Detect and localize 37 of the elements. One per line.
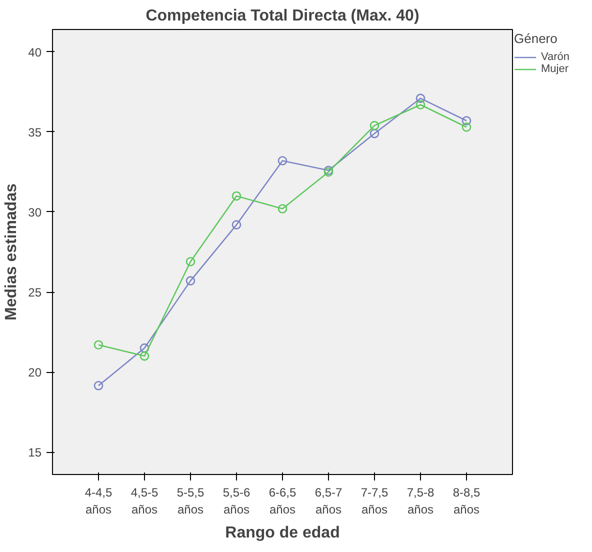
x-tick-label: 5,5-6 años (222, 486, 250, 516)
point (370, 120, 380, 130)
x-tick-label: 4-4,5 años (84, 486, 112, 516)
point (278, 204, 288, 214)
point (416, 100, 426, 110)
legend-label: Mujer (541, 63, 569, 75)
point (94, 381, 104, 390)
y-tick-label: 15 (28, 446, 42, 460)
x-tick-label: 7,5-8 años (406, 486, 434, 516)
x-tick-label: 6,5-7 años (314, 486, 342, 516)
point (278, 156, 288, 166)
y-tick-label: 20 (28, 366, 42, 380)
y-tick-label: 35 (28, 125, 42, 140)
point (232, 191, 242, 201)
x-tick-label: 8-8,5 años (452, 486, 480, 516)
point (462, 122, 472, 132)
point (186, 276, 196, 286)
x-tick-label: 4,5-5 años (130, 486, 158, 516)
point (140, 343, 150, 353)
legend-label: Varón (541, 51, 570, 63)
point (94, 340, 104, 350)
point (462, 116, 472, 126)
y-tick-label: 30 (28, 205, 42, 220)
y-tick-label: 25 (28, 286, 42, 300)
x-tick-label: 6-6,5 años (268, 486, 296, 516)
x-tick-label: 7-7,5 años (360, 486, 388, 516)
point (186, 256, 196, 266)
legend-title: Género (514, 31, 558, 46)
point (232, 220, 242, 230)
y-tick-label: 40 (28, 45, 42, 60)
y-axis-title: Medias estimadas (3, 183, 20, 320)
point (416, 94, 426, 103)
chart-title: Competencia Total Directa (Max. 40) (146, 8, 420, 24)
point (370, 128, 380, 138)
x-tick-label: 5-5,5 años (176, 486, 204, 516)
point (140, 351, 150, 361)
x-axis-title: Rango de edad (225, 524, 340, 542)
